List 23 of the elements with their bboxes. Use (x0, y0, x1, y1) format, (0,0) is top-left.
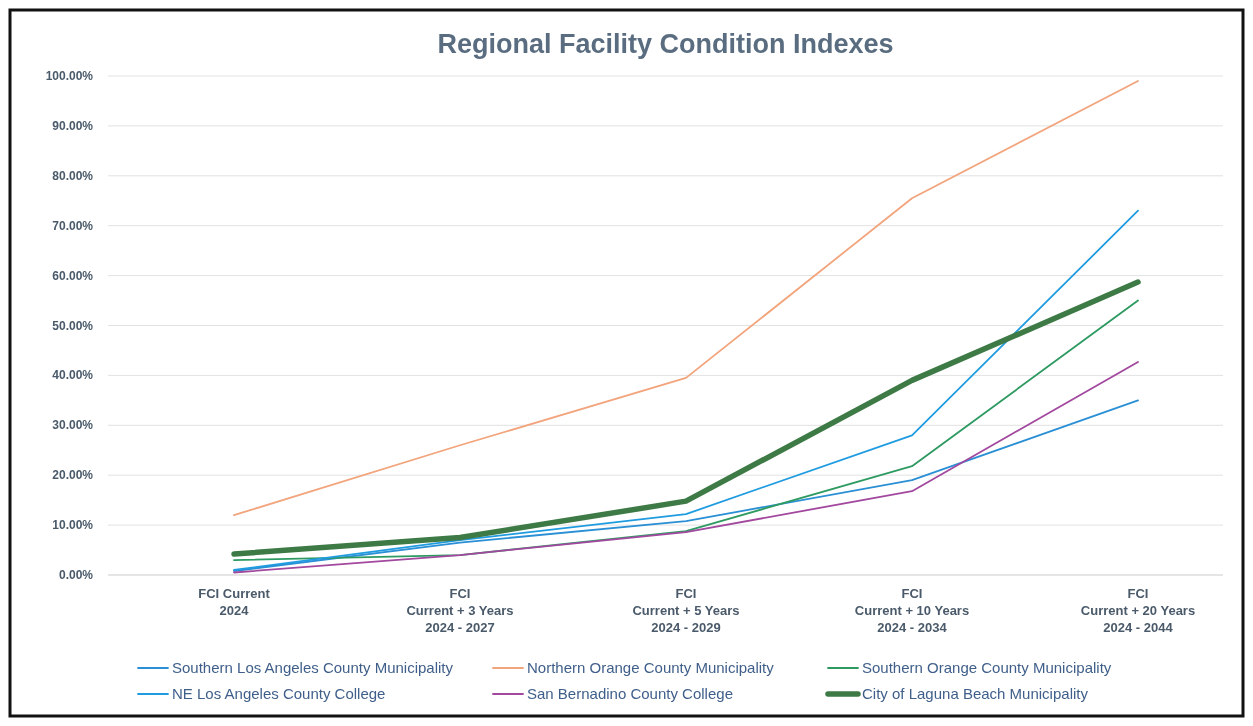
legend-label: Southern Los Angeles County Municipality (172, 659, 454, 676)
chart-title: Regional Facility Condition Indexes (437, 29, 894, 59)
x-tick-label: FCI Current + 3 Years 2024 - 2027 (406, 586, 514, 635)
y-tick-label: 60.00% (52, 268, 94, 283)
legend-label: City of Laguna Beach Municipality (862, 685, 1089, 702)
x-tick-label: FCI Current + 20 Years 2024 - 2044 (1080, 586, 1196, 635)
legend-label: Southern Orange County Municipality (862, 659, 1112, 676)
x-tick-label: FCI Current + 5 Years 2024 - 2029 (632, 586, 740, 635)
y-tick-label: 90.00% (52, 118, 94, 133)
y-tick-label: 80.00% (52, 168, 94, 183)
x-tick-label: FCI Current + 10 Years 2024 - 2034 (854, 586, 970, 635)
y-tick-label: 10.00% (52, 518, 94, 533)
y-tick-label: 40.00% (52, 368, 94, 383)
y-tick-label: 70.00% (52, 218, 94, 233)
y-tick-label: 30.00% (52, 418, 94, 433)
y-tick-label: 100.00% (45, 69, 94, 83)
legend-label: Northern Orange County Municipality (527, 659, 775, 676)
y-tick-label: 20.00% (52, 468, 94, 483)
x-tick-label: FCI Current 2024 (198, 586, 271, 618)
y-tick-label: 50.00% (52, 318, 94, 333)
y-tick-label: 0.00% (58, 568, 94, 582)
legend-label: San Bernadino County College (527, 685, 733, 702)
legend-label: NE Los Angeles County College (172, 685, 386, 702)
